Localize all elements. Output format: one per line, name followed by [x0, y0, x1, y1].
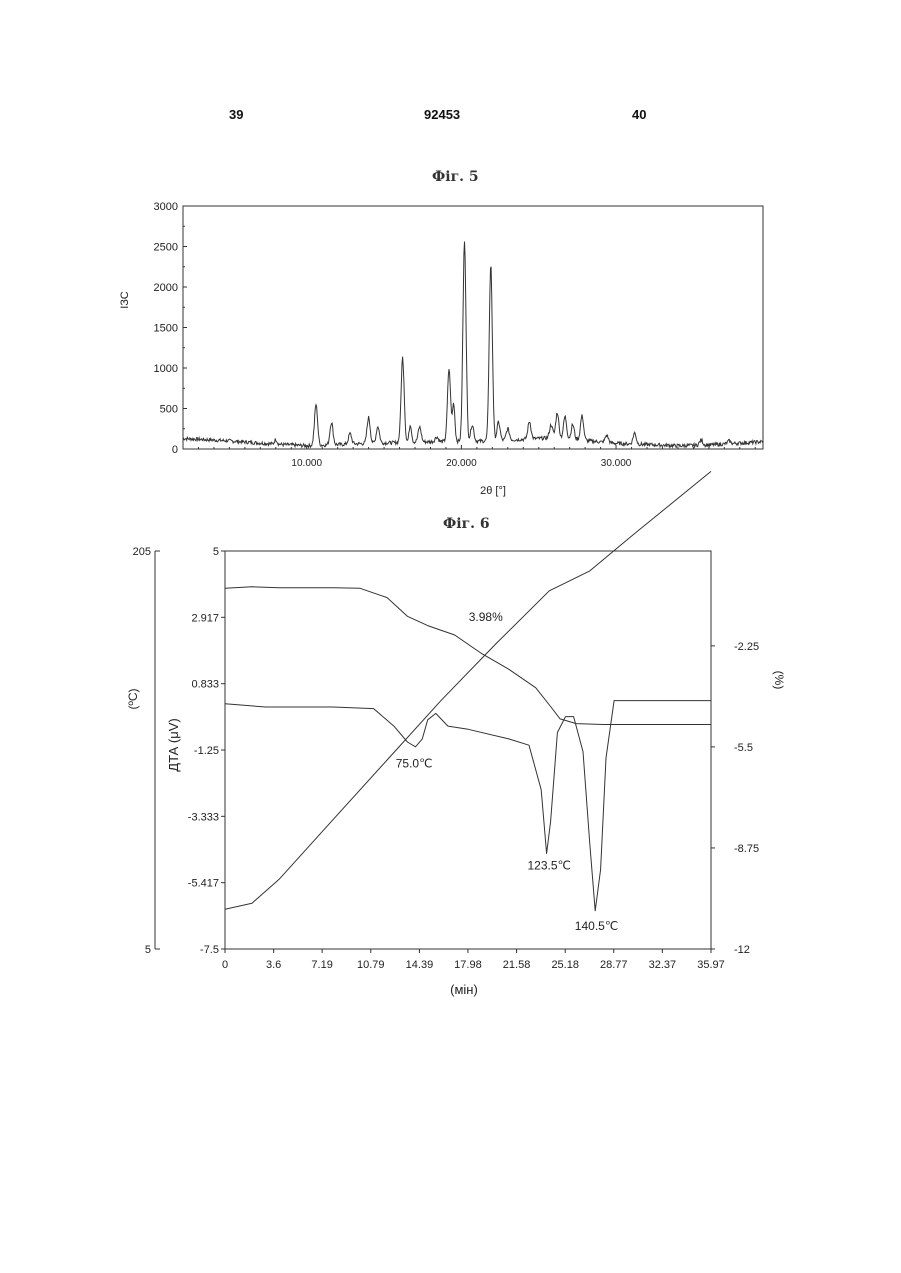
- fig6-left-y-tick-label: -5.417: [188, 878, 219, 890]
- fig6-outer-y-tick-label: 205: [133, 546, 151, 558]
- fig6-x-tick-label: 28.77: [600, 959, 628, 971]
- fig6-x-tick-label: 10.79: [357, 959, 385, 971]
- fig6-x-tick-label: 3.6: [266, 959, 281, 971]
- fig5-y-tick-label: 3000: [154, 201, 178, 213]
- fig6-annotation: 140.5℃: [575, 919, 619, 933]
- fig6-x-axis-label: (мін): [450, 982, 478, 997]
- fig5-y-tick-label: 500: [160, 404, 178, 416]
- fig6-left-y-tick-label: 5: [213, 546, 219, 558]
- fig5-x-tick-label: 20.000: [446, 458, 477, 469]
- fig5-y-tick-label: 2500: [154, 242, 178, 254]
- fig6-x-tick-label: 0: [222, 959, 228, 971]
- fig5-x-tick-label: 30.000: [601, 458, 632, 469]
- fig6-left-y-axis-label: ДТА (μV): [166, 718, 181, 771]
- fig6-left-y-tick-label: 2.917: [191, 612, 219, 624]
- fig6-x-tick-label: 17.98: [454, 959, 482, 971]
- fig6-right-y-tick-label: -8.75: [734, 843, 759, 855]
- fig5-diffraction-series: [183, 242, 763, 448]
- fig6-annotation: 75.0℃: [396, 757, 433, 771]
- fig6-series-temperature: [225, 471, 711, 909]
- fig6-x-tick-label: 35.97: [697, 959, 725, 971]
- fig5-y-tick-label: 1000: [154, 363, 178, 375]
- fig6-x-tick-label: 21.58: [503, 959, 531, 971]
- fig5-y-tick-label: 0: [172, 444, 178, 456]
- fig5-y-tick-label: 1500: [154, 323, 178, 335]
- fig6-x-tick-label: 7.19: [311, 959, 332, 971]
- fig5-y-axis-label: ІЗС: [119, 291, 131, 309]
- fig5-x-tick-label: 10.000: [291, 458, 322, 469]
- fig6-right-y-tick-label: -5.5: [734, 742, 753, 754]
- fig6-annotation: 123.5℃: [528, 858, 572, 872]
- fig6-x-tick-label: 32.37: [649, 959, 677, 971]
- fig6-series-dta: [225, 701, 711, 911]
- fig5-y-tick-label: 2000: [154, 282, 178, 294]
- fig6-x-tick-label: 14.39: [406, 959, 434, 971]
- fig5-x-axis-label: 2θ [°]: [480, 485, 506, 497]
- fig6-left-y-tick-label: 0.833: [191, 679, 219, 691]
- fig6-right-y-tick-label: -2.25: [734, 641, 759, 653]
- fig6-outer-y-axis-label: (ºC): [126, 688, 140, 709]
- fig6-left-y-tick-label: -3.333: [188, 811, 219, 823]
- fig6-annotation: 3.98%: [469, 610, 503, 624]
- fig6-left-y-tick-label: -1.25: [194, 745, 219, 757]
- fig6-outer-y-tick-label: 5: [145, 944, 151, 956]
- fig6-right-y-tick-label: -12: [734, 944, 750, 956]
- fig6-x-tick-label: 25.18: [551, 959, 579, 971]
- fig5-plot-frame: [183, 206, 763, 449]
- fig6-series-tg: [225, 587, 711, 725]
- fig6-right-y-axis-label: (%): [772, 671, 786, 690]
- fig6-left-y-tick-label: -7.5: [200, 944, 219, 956]
